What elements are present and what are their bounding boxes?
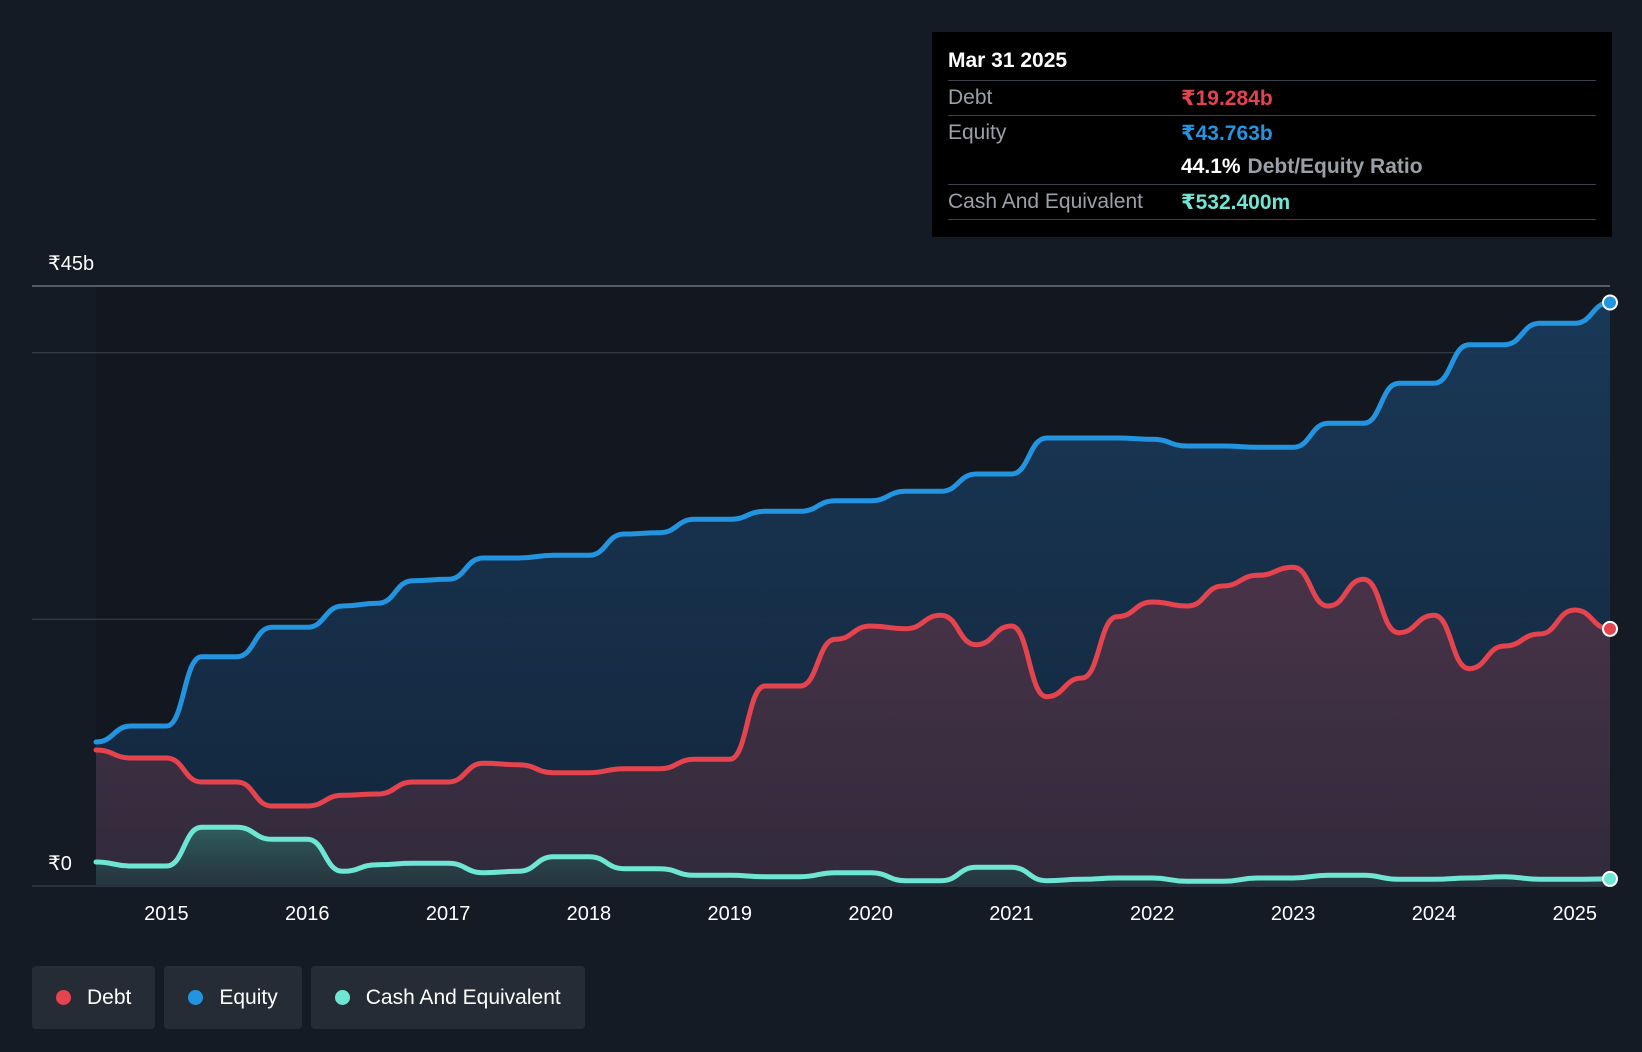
tooltip-ratio-label: Debt/Equity Ratio [1247, 155, 1423, 178]
chart-legend: Debt Equity Cash And Equivalent [32, 966, 585, 1029]
x-tick-label: 2025 [1553, 903, 1598, 925]
legend-equity-label: Equity [219, 985, 278, 1009]
legend-item-debt[interactable]: Debt [32, 966, 156, 1029]
legend-debt-label: Debt [87, 985, 132, 1009]
x-tick-label: 2017 [426, 903, 471, 925]
x-tick-label: 2019 [708, 903, 753, 925]
tooltip-equity-label: Equity [948, 121, 1007, 144]
tooltip-ratio-value: 44.1% [1181, 155, 1241, 178]
tooltip-debt-value: ₹19.284b [1181, 86, 1273, 110]
debt-end-marker [1602, 620, 1618, 637]
tooltip-debt-row: Debt ₹19.284b [948, 80, 1596, 115]
tooltip-cash-label: Cash And Equivalent [948, 190, 1143, 213]
legend-cash-label: Cash And Equivalent [365, 985, 561, 1009]
legend-item-cash[interactable]: Cash And Equivalent [310, 966, 585, 1029]
debt-line [93, 564, 1613, 809]
series-end-markers [1602, 294, 1618, 887]
tooltip-ratio-row: 44.1% Debt/Equity Ratio [948, 150, 1596, 184]
tooltip-debt-label: Debt [948, 86, 993, 109]
y-tick-label-top: ₹45b [48, 253, 94, 275]
x-tick-label: 2023 [1271, 903, 1316, 925]
legend-item-equity[interactable]: Equity [164, 966, 302, 1029]
x-tick-label: 2018 [567, 903, 612, 925]
x-tick-label: 2024 [1412, 903, 1457, 925]
equity-dot-icon [188, 990, 204, 1005]
axis-labels: 2015 2016 2017 2018 2019 2020 2021 2022 2023 2024… [48, 253, 1597, 925]
x-tick-label: 2022 [1130, 903, 1175, 925]
y-tick-label-bottom: ₹0 [48, 853, 72, 875]
tooltip-date: Mar 31 2025 [948, 49, 1068, 72]
tooltip-equity-row: Equity ₹43.763b [948, 115, 1596, 150]
x-tick-label: 2021 [989, 903, 1034, 925]
cash-dot-icon [334, 990, 350, 1005]
equity-line [93, 300, 1613, 745]
tooltip-cash-value: ₹532.400m [1181, 190, 1291, 214]
series-lines [93, 300, 1613, 884]
cash-end-marker [1602, 870, 1618, 887]
tooltip-cash-row: Cash And Equivalent ₹532.400m [948, 184, 1596, 220]
tooltip-equity-value: ₹43.763b [1181, 121, 1273, 145]
x-tick-label: 2020 [848, 903, 893, 925]
equity-end-marker [1602, 294, 1618, 311]
debt-area [96, 567, 1610, 886]
debt-dot-icon [56, 990, 71, 1005]
cash-line [93, 824, 1613, 884]
x-tick-label: 2016 [285, 903, 330, 925]
x-tick-label: 2015 [144, 903, 189, 925]
data-tooltip: Mar 31 2025 Debt ₹19.284b Equity ₹43.763… [932, 32, 1612, 237]
